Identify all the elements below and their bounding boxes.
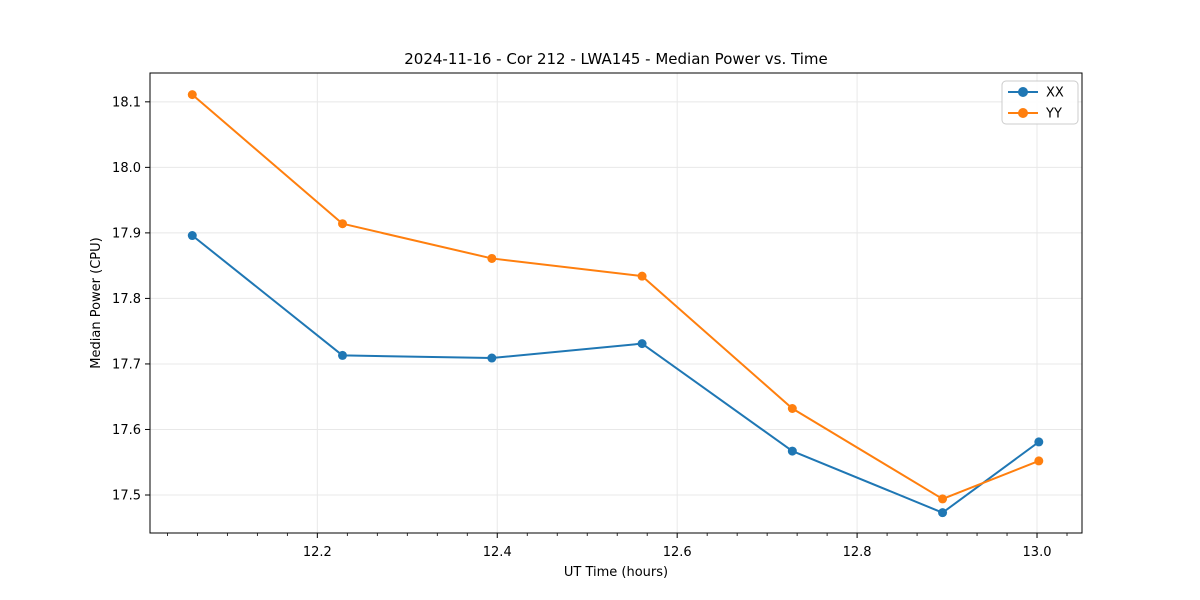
x-axis-label: UT Time (hours) <box>564 565 668 580</box>
x-tick-label: 12.4 <box>483 545 512 560</box>
plot-border <box>149 72 1083 534</box>
series-layer <box>187 90 1044 518</box>
x-tick-label: 12.8 <box>843 545 872 560</box>
data-point-YY <box>938 494 948 504</box>
legend-label-XX: XX <box>1046 86 1064 101</box>
x-tick-label: 12.2 <box>303 545 332 560</box>
y-tick-label: 18.1 <box>112 95 141 110</box>
y-tick-label: 17.8 <box>112 292 141 307</box>
y-tick-label: 17.7 <box>112 357 141 372</box>
series-line-XX <box>191 234 1040 514</box>
y-tick-label: 18.0 <box>112 161 141 176</box>
tick-layer: 12.2 12.4 12.6 12.8 13.0 17.5 17.6 17.7 17.8 17.9… <box>112 95 1068 560</box>
series-line-YY <box>191 93 1040 500</box>
data-point-XX <box>487 353 497 363</box>
y-tick-label: 17.6 <box>112 423 141 438</box>
legend-box <box>1001 80 1079 125</box>
legend-marker-YY <box>1018 108 1028 118</box>
y-axis-label: Median Power (CPU) <box>89 237 104 368</box>
data-point-XX <box>1034 437 1044 447</box>
data-point-XX <box>938 508 948 518</box>
x-tick-label: 12.6 <box>663 545 692 560</box>
data-point-YY <box>1034 456 1044 466</box>
y-tick-label: 17.5 <box>112 488 141 503</box>
legend: XX YY <box>1001 80 1079 125</box>
data-point-XX <box>187 231 197 241</box>
data-point-YY <box>487 253 497 263</box>
legend-marker-XX <box>1018 87 1028 97</box>
y-tick-label: 17.9 <box>112 226 141 241</box>
data-point-YY <box>787 403 797 413</box>
grid-layer <box>150 73 1082 533</box>
data-point-XX <box>637 339 647 349</box>
chart-title: 2024-11-16 - Cor 212 - LWA145 - Median P… <box>404 50 828 68</box>
data-point-YY <box>637 271 647 281</box>
x-tick-label: 13.0 <box>1023 545 1052 560</box>
data-point-XX <box>787 446 797 456</box>
data-point-YY <box>338 219 348 229</box>
data-point-XX <box>338 350 348 360</box>
legend-label-YY: YY <box>1045 107 1062 122</box>
data-point-YY <box>187 90 197 100</box>
